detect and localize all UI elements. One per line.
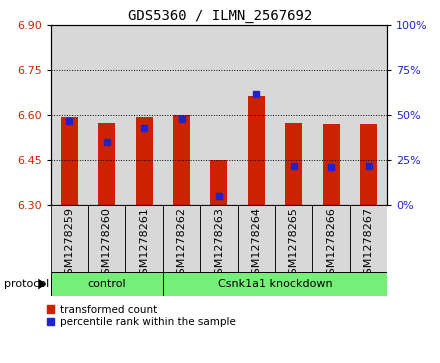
Bar bbox=[88, 205, 125, 272]
Bar bbox=[312, 205, 350, 272]
Text: Csnk1a1 knockdown: Csnk1a1 knockdown bbox=[218, 279, 332, 289]
Bar bbox=[238, 205, 275, 272]
Bar bbox=[210, 160, 227, 205]
Text: GSM1278260: GSM1278260 bbox=[102, 207, 112, 282]
Text: GSM1278263: GSM1278263 bbox=[214, 207, 224, 282]
Bar bbox=[163, 25, 200, 205]
Text: GSM1278262: GSM1278262 bbox=[176, 207, 187, 282]
Text: control: control bbox=[88, 279, 126, 289]
Bar bbox=[51, 205, 88, 272]
Bar bbox=[88, 25, 125, 205]
Legend: transformed count, percentile rank within the sample: transformed count, percentile rank withi… bbox=[47, 305, 235, 327]
Text: GSM1278259: GSM1278259 bbox=[64, 207, 74, 282]
Bar bbox=[200, 205, 238, 272]
Bar bbox=[275, 25, 312, 205]
Bar bbox=[163, 205, 200, 272]
Text: GDS5360 / ILMN_2567692: GDS5360 / ILMN_2567692 bbox=[128, 9, 312, 23]
Bar bbox=[61, 117, 78, 205]
Text: GSM1278264: GSM1278264 bbox=[251, 207, 261, 282]
Bar bbox=[98, 123, 115, 205]
Text: GSM1278261: GSM1278261 bbox=[139, 207, 149, 282]
Bar bbox=[248, 96, 265, 205]
Bar bbox=[125, 25, 163, 205]
Bar bbox=[163, 272, 387, 296]
Bar bbox=[51, 25, 88, 205]
Bar bbox=[125, 205, 163, 272]
Bar bbox=[200, 25, 238, 205]
Bar bbox=[275, 205, 312, 272]
Bar bbox=[312, 25, 350, 205]
Bar bbox=[173, 115, 190, 205]
Bar bbox=[285, 123, 302, 205]
Text: GSM1278266: GSM1278266 bbox=[326, 207, 336, 282]
Bar bbox=[136, 117, 153, 205]
Bar bbox=[350, 205, 387, 272]
Bar bbox=[350, 25, 387, 205]
Text: GSM1278267: GSM1278267 bbox=[363, 207, 374, 282]
Bar bbox=[238, 25, 275, 205]
Bar bbox=[323, 124, 340, 205]
Bar bbox=[51, 272, 163, 296]
Text: protocol: protocol bbox=[4, 279, 50, 289]
Bar bbox=[360, 124, 377, 205]
Text: GSM1278265: GSM1278265 bbox=[289, 207, 299, 282]
